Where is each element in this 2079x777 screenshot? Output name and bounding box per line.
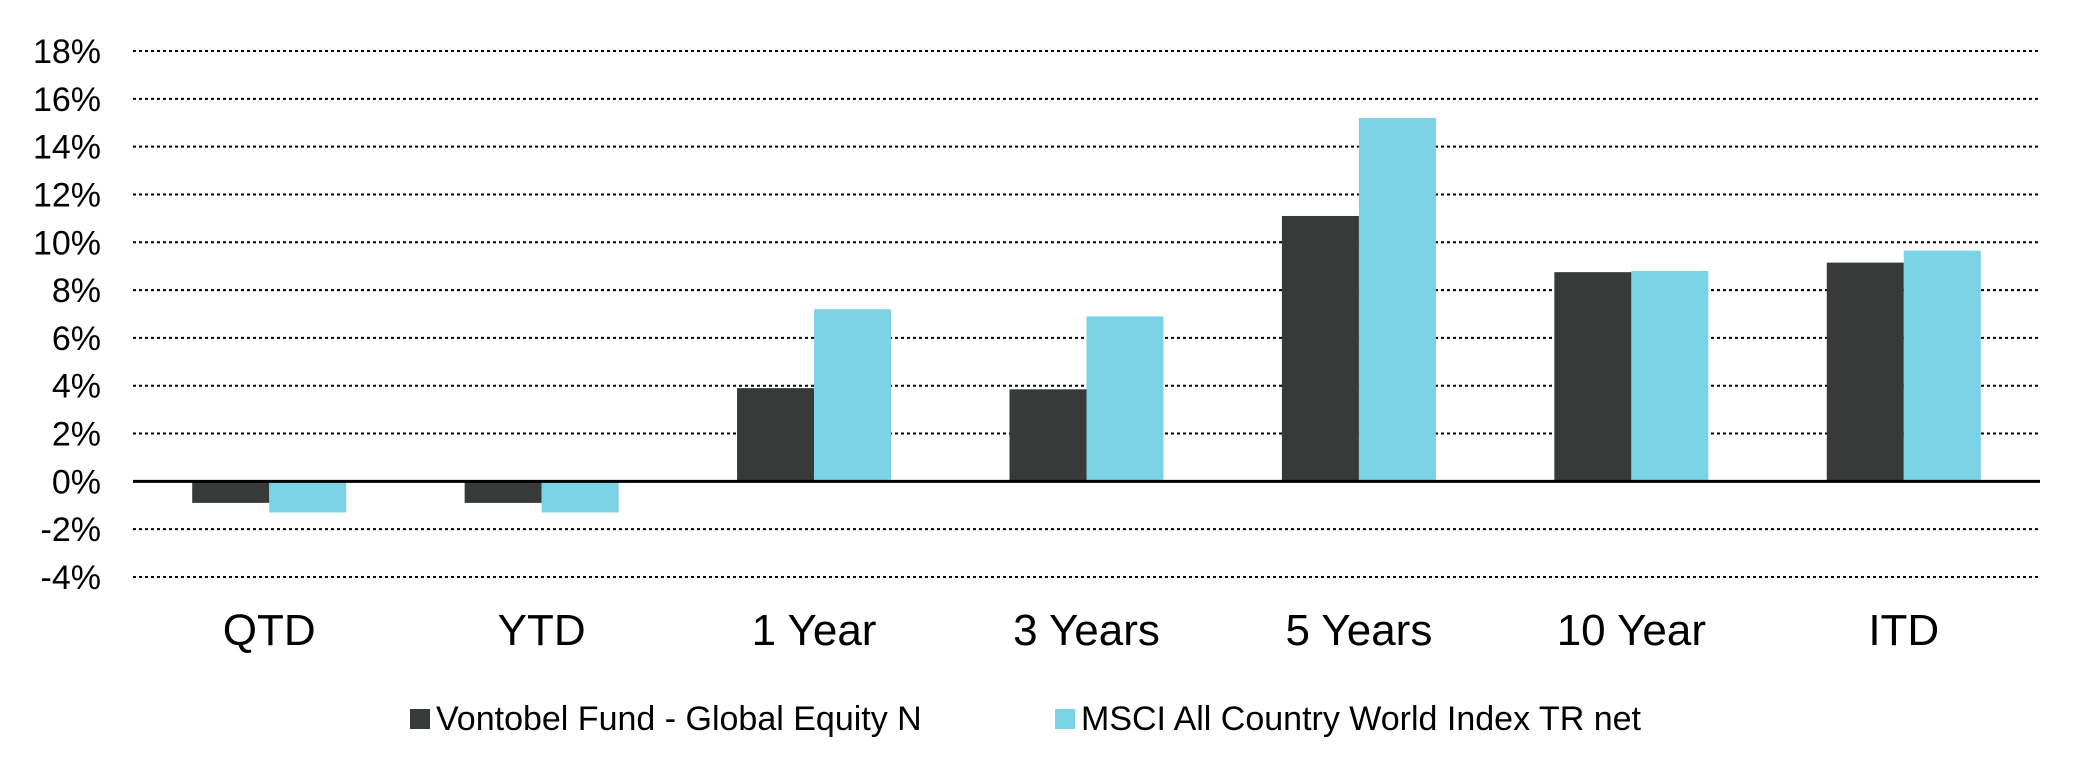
bar-fund [464,481,542,503]
y-tick-label: 0% [52,463,101,501]
x-category-label: ITD [1868,606,1939,655]
bar-fund [1554,272,1632,482]
bar-index [269,481,347,513]
bar-fund [192,481,270,503]
bar-fund [1009,389,1087,482]
y-tick-label: 6% [52,320,101,358]
bar-index [1358,117,1436,482]
legend: Vontobel Fund - Global Equity N MSCI All… [410,700,1642,738]
bar-fund [737,388,815,482]
y-tick-label: 12% [33,176,101,214]
y-tick-label: 14% [33,129,101,167]
x-category-label: QTD [223,606,316,655]
y-tick-label: 16% [33,81,101,119]
x-category-label: 3 Years [1013,606,1160,655]
legend-swatch-index [1055,709,1075,729]
bar-index [1086,316,1164,482]
y-tick-label: -2% [41,511,101,549]
x-category-label: 10 Year [1557,606,1706,655]
bar-index [814,309,892,482]
x-category-label: YTD [498,606,586,655]
x-axis-categories: QTD YTD 1 Year 3 Years 5 Years 10 Year ITD [223,606,1939,655]
y-tick-label: 8% [52,272,101,310]
bar-index [1631,270,1709,482]
gridlines [133,50,2040,578]
bar-index [1903,250,1981,482]
y-tick-label: 18% [33,33,101,71]
y-tick-label: 4% [52,368,101,406]
legend-label-fund: Vontobel Fund - Global Equity N [436,700,922,738]
y-tick-label: -4% [41,559,101,597]
y-axis-ticks: 18% 16% 14% 12% 10% 8% 6% 4% 2% 0% -2% -4% [33,33,101,597]
legend-swatch-fund [410,709,430,729]
bars [192,117,1981,513]
bar-fund [1826,262,1904,482]
legend-label-index: MSCI All Country World Index TR net [1081,700,1642,738]
bar-fund [1281,215,1359,482]
y-tick-label: 2% [52,416,101,454]
x-category-label: 5 Years [1286,606,1433,655]
x-category-label: 1 Year [752,606,877,655]
y-tick-label: 10% [33,224,101,262]
bar-index [541,481,619,513]
